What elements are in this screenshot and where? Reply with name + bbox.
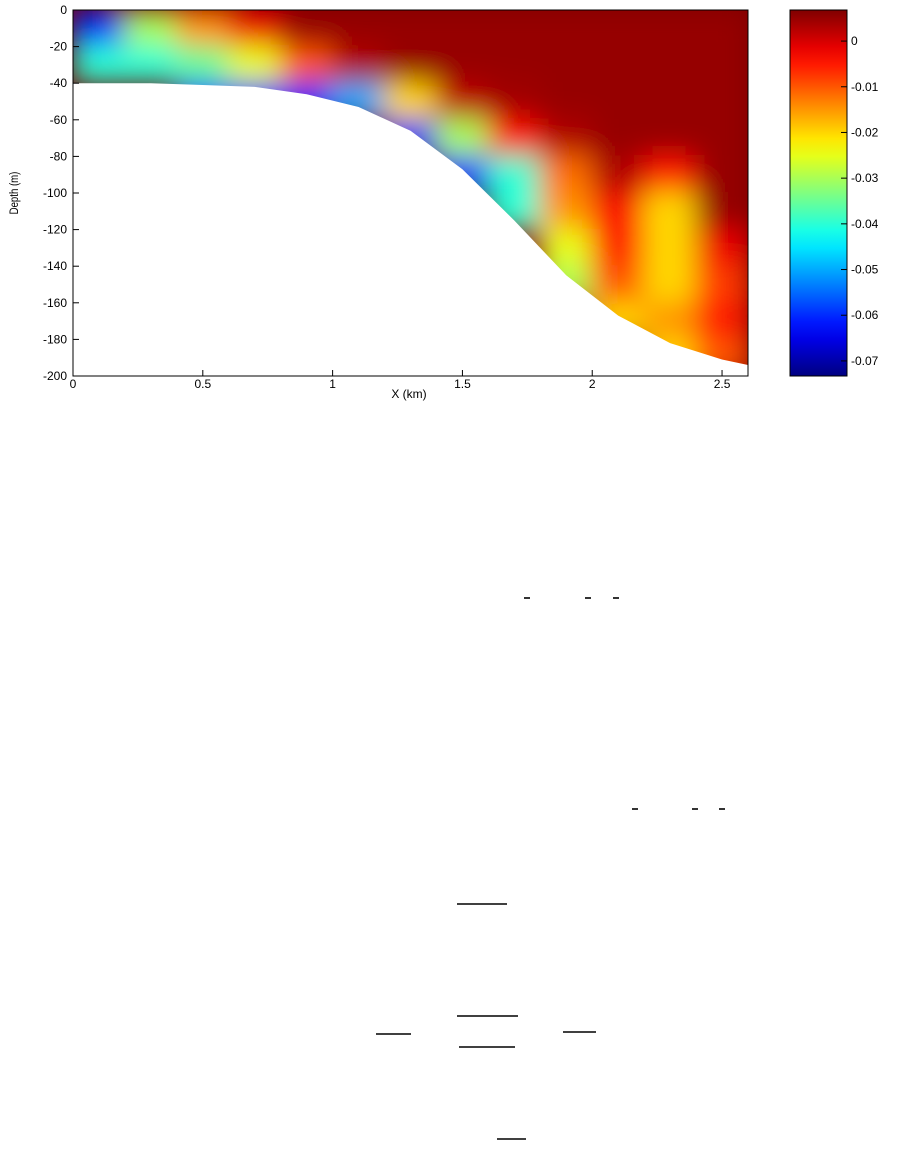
heat-cell [539, 155, 594, 194]
x-tick-label: 2.5 [714, 377, 731, 391]
seabed [73, 83, 748, 376]
axes: 0 0.5 1 1.5 2 2.5-200-180-160-140-120-100-80-… [43, 3, 731, 391]
y-tick-label: -140 [43, 259, 67, 273]
heat-cell [435, 118, 490, 158]
colorbar-tick-label: -0.04 [851, 217, 879, 231]
heat-cell [643, 192, 698, 231]
heat-cell [695, 265, 748, 304]
heat-cell [175, 10, 230, 48]
heat-cell [695, 10, 748, 48]
y-tick-label: -200 [43, 369, 67, 383]
heat-cell [383, 45, 438, 85]
heat-cell [123, 45, 178, 85]
x-tick-label: 0 [70, 377, 77, 391]
heat-cell [331, 10, 386, 48]
heat-cell [73, 10, 126, 48]
y-axis-label: Depth (m) [8, 172, 21, 215]
y-tick-label: -100 [43, 186, 67, 200]
colorbar-tick-label: -0.07 [851, 354, 879, 368]
plot-area [73, 10, 748, 376]
y-tick-label: 0 [60, 3, 67, 17]
heat-cell [435, 82, 490, 121]
colorbar-tick-label: -0.02 [851, 125, 879, 139]
heat-cell [643, 228, 698, 268]
colorbar-axis: 0 -0.01 -0.02 -0.03 -0.04 -0.05 -0.06 -0.07 [841, 34, 879, 368]
heat-cell [643, 155, 698, 194]
heat-cell [435, 10, 490, 48]
heat-cell [123, 10, 178, 48]
heat-cell [487, 10, 542, 48]
x-tick-label: 1.5 [454, 377, 471, 391]
heat-cell [487, 82, 542, 121]
heat-cell [331, 45, 386, 85]
colorbar-tick-label: -0.05 [851, 263, 879, 277]
heat-cell [695, 155, 748, 194]
heat-cell [643, 45, 698, 85]
heat-cell [695, 118, 748, 158]
heat-cell [695, 228, 748, 268]
heat-cell [383, 82, 438, 121]
heat-cell [591, 82, 646, 121]
y-tick-label: -60 [50, 113, 68, 127]
heat-cell [695, 301, 748, 341]
heat-cell [227, 45, 282, 85]
y-tick-label: -20 [50, 40, 68, 54]
heat-cell [591, 45, 646, 85]
heat-cell [591, 10, 646, 48]
heat-cell [695, 82, 748, 121]
colorbar-tick-label: 0 [851, 34, 858, 48]
y-tick-label: -160 [43, 296, 67, 310]
x-axis-label: X (km) [391, 387, 426, 401]
heat-cell [539, 45, 594, 85]
colorbar-tick-label: -0.03 [851, 171, 879, 185]
seabed-layer [73, 83, 748, 376]
heat-cell [643, 118, 698, 158]
heat-cell [279, 10, 334, 48]
x-tick-label: 2 [589, 377, 596, 391]
heat-cell [695, 45, 748, 85]
heat-cell [175, 45, 230, 85]
heat-cell [227, 10, 282, 48]
heat-cell [487, 118, 542, 158]
heat-cell [487, 155, 542, 194]
colorbar [789, 9, 848, 377]
x-tick-label: 1 [329, 377, 336, 391]
heat-cell [279, 45, 334, 85]
heat-cell [591, 192, 646, 231]
heat-cell [73, 45, 126, 85]
heat-cell [695, 192, 748, 231]
colorbar-tick-label: -0.06 [851, 308, 879, 322]
heat-cell [643, 10, 698, 48]
heat-cell [643, 265, 698, 304]
heat-cell [539, 118, 594, 158]
heat-cell [539, 82, 594, 121]
heat-cell [435, 45, 490, 85]
y-tick-label: -120 [43, 223, 67, 237]
heat-cell [591, 118, 646, 158]
heat-cell [643, 82, 698, 121]
y-tick-label: -40 [50, 76, 68, 90]
x-tick-label: 0.5 [194, 377, 211, 391]
y-tick-label: -80 [50, 149, 68, 163]
heat-cell [591, 228, 646, 268]
heat-cell [539, 192, 594, 231]
heat-cell [591, 265, 646, 304]
colorbar-tick-label: -0.01 [851, 80, 879, 94]
heat-cell [383, 10, 438, 48]
heat-cell [591, 155, 646, 194]
equation-rules [376, 597, 725, 1140]
y-tick-label: -180 [43, 332, 67, 346]
heat-cell [539, 10, 594, 48]
heat-cell [487, 45, 542, 85]
